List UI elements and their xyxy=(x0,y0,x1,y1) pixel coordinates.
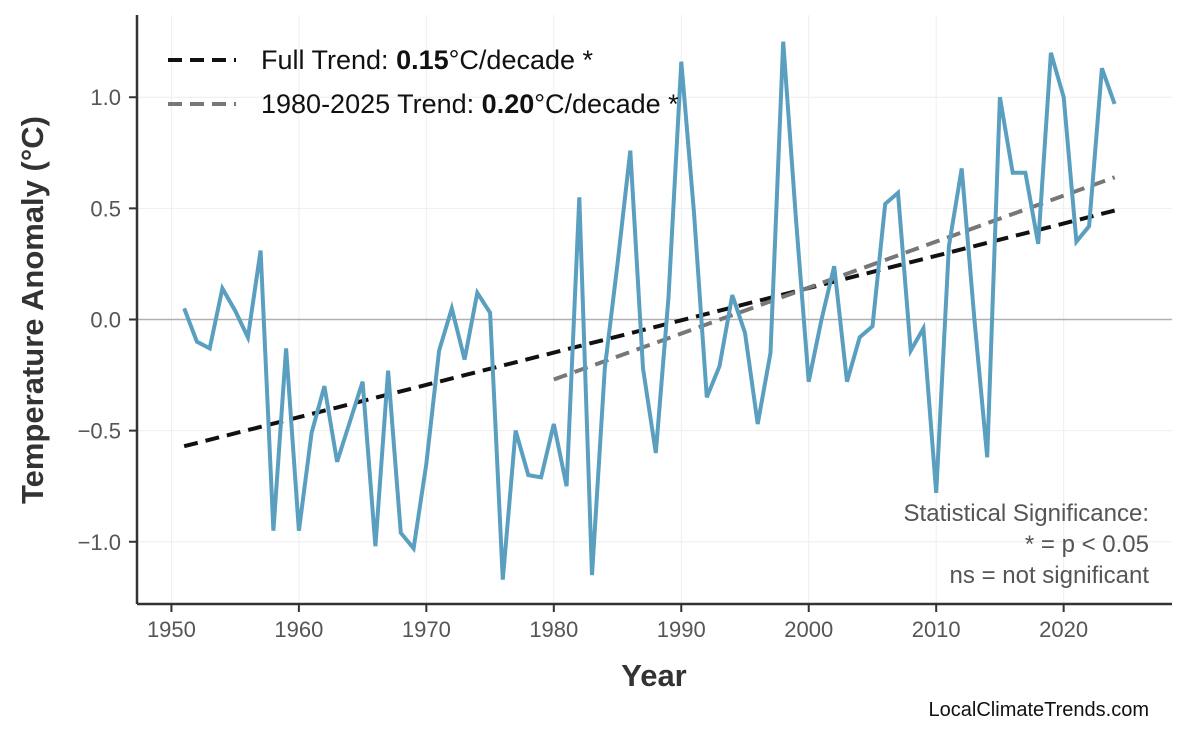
y-tick-label: 0.0 xyxy=(90,308,121,333)
significance-note: Statistical Significance: * = p < 0.05 n… xyxy=(904,500,1150,589)
note-line-2: * = p < 0.05 xyxy=(1025,531,1149,558)
x-tick-label: 1980 xyxy=(529,617,578,642)
note-line-3: ns = not significant xyxy=(950,562,1150,589)
series xyxy=(182,41,1117,580)
axes xyxy=(135,15,1172,606)
x-tick-label: 1960 xyxy=(274,617,323,642)
y-tick-label: −1.0 xyxy=(78,530,121,555)
x-tick-label: 2000 xyxy=(784,617,833,642)
x-tick-label: 1990 xyxy=(657,617,706,642)
y-axis-label: Temperature Anomaly (°C) xyxy=(15,116,50,504)
note-line-1: Statistical Significance: xyxy=(904,500,1149,527)
x-axis-label: Year xyxy=(621,658,687,693)
x-tick-label: 2010 xyxy=(912,617,961,642)
legend: Full Trend: 0.15°C/decade * 1980-2025 Tr… xyxy=(168,45,679,119)
y-tick-label: −0.5 xyxy=(78,419,121,444)
x-tick-label: 2020 xyxy=(1039,617,1088,642)
y-tick-label: 0.5 xyxy=(90,196,121,221)
x-tick-label: 1970 xyxy=(402,617,451,642)
full-trend-line xyxy=(183,208,1116,449)
legend-entry-1980-trend: 1980-2025 Trend: 0.20°C/decade * xyxy=(261,89,679,119)
watermark: LocalClimateTrends.com xyxy=(929,699,1149,721)
x-tick-label: 1950 xyxy=(147,617,196,642)
anomaly-series-line xyxy=(182,41,1117,580)
legend-entry-full-trend: Full Trend: 0.15°C/decade * xyxy=(261,45,594,75)
ticks: 1950 1960 1970 1980 1990 2000 2010 2020 −1.0 −0.5… xyxy=(78,85,1089,642)
y-tick-label: 1.0 xyxy=(90,85,121,110)
